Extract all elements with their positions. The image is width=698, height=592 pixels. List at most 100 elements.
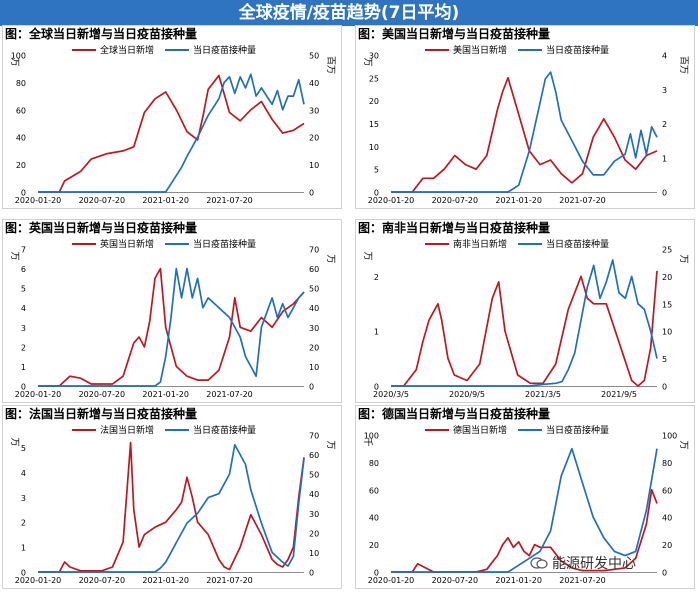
legend-entry: 当日疫苗接种量 (546, 44, 609, 56)
right-unit-label: 万 (325, 254, 335, 263)
left-tick-label: 0 (374, 569, 379, 578)
left-tick-label: 100 (11, 52, 26, 61)
left-unit-label: 千 (362, 437, 373, 446)
panel-frame (355, 25, 695, 209)
left-tick-label: 80 (16, 79, 26, 88)
x-tick-label: 2020-01-20 (368, 196, 415, 205)
left-tick-label: 5 (374, 166, 379, 175)
right-tick-label: 40 (309, 304, 319, 313)
right-tick-label: 60 (662, 486, 672, 495)
legend-entry: 全球当日新增 (100, 44, 154, 56)
left-tick-label: 5 (21, 444, 26, 453)
left-tick-label: 20 (369, 541, 379, 550)
right-tick-label: 10 (662, 328, 672, 337)
legend-entry: 当日疫苗接种量 (193, 424, 256, 436)
legend-entry: 当日疫苗接种量 (193, 44, 256, 56)
legend-entry: 德国当日新增 (453, 424, 507, 436)
right-tick-label: 5 (662, 355, 667, 364)
left-tick-label: 30 (369, 52, 379, 61)
right-tick-label: 70 (309, 432, 319, 441)
panel-frame (355, 219, 695, 403)
right-tick-label: 0 (662, 383, 667, 392)
left-tick-label: 2 (21, 519, 26, 528)
right-tick-label: 100 (662, 432, 677, 441)
series-line (38, 267, 305, 387)
right-tick-label: 0 (662, 569, 667, 578)
left-unit-label: 万 (362, 57, 372, 66)
right-unit-label: 万 (678, 440, 688, 449)
legend-entry: 英国当日新增 (100, 238, 154, 250)
x-tick-label: 2021-01-20 (495, 196, 542, 205)
right-tick-label: 15 (662, 300, 672, 309)
left-tick-label: 15 (369, 120, 379, 129)
left-tick-label: 6 (21, 265, 26, 274)
right-tick-label: 3 (662, 86, 667, 95)
x-tick-label: 2021-07-20 (206, 576, 253, 585)
x-tick-label: 2020/3/5 (373, 390, 409, 399)
germany-chart-panel: 图：德国当日新增与当日疫苗接种量 0 20 40 60 80 100 0 20 40 60 80 10… (355, 405, 695, 589)
right-tick-label: 50 (309, 285, 319, 294)
right-tick-label: 30 (309, 106, 319, 115)
page-title: 全球疫情/疫苗趋势(7日平均) (0, 0, 698, 26)
left-tick-label: 1 (21, 544, 26, 553)
right-tick-label: 20 (662, 273, 672, 282)
right-tick-label: 0 (309, 569, 314, 578)
series-line (38, 74, 305, 193)
series-line (391, 71, 658, 193)
right-tick-label: 60 (309, 451, 319, 460)
left-tick-label: 0 (21, 189, 26, 198)
right-tick-label: 50 (309, 52, 319, 61)
south-africa-chart-panel: 图：南非当日新增与当日疫苗接种量 0 1 2 0 5 10 15 20 25 万万 2020/3/5… (355, 219, 695, 403)
global-chart-panel: 图：全球当日新增与当日疫苗接种量 0 20 40 60 80 100 0 10 20 30 40 50… (2, 25, 342, 209)
x-tick-label: 2020-07-20 (432, 576, 479, 585)
wechat-icon (530, 557, 548, 569)
legend-entry: 法国当日新增 (100, 424, 154, 436)
left-tick-label: 40 (369, 514, 379, 523)
left-tick-label: 0 (21, 569, 26, 578)
x-tick-label: 2020-07-20 (79, 390, 126, 399)
chart-title: 图：美国当日新增与当日疫苗接种量 (358, 27, 551, 41)
left-tick-label: 5 (21, 285, 26, 294)
left-tick-label: 60 (369, 486, 379, 495)
panel-frame (2, 405, 342, 589)
global-chart: 0 20 40 60 80 100 0 10 20 30 40 50 万 百万 2020-01-20 2020… (2, 25, 342, 209)
left-tick-label: 100 (364, 432, 379, 441)
right-tick-label: 30 (309, 510, 319, 519)
chart-title: 图：德国当日新增与当日疫苗接种量 (358, 407, 551, 421)
right-tick-label: 25 (662, 246, 672, 255)
x-tick-label: 2020-01-20 (368, 576, 415, 585)
left-tick-label: 20 (369, 97, 379, 106)
series-line (38, 441, 305, 573)
legend-entry: 当日疫苗接种量 (546, 238, 609, 250)
x-tick-label: 2021-01-20 (142, 390, 189, 399)
chart-title: 图：英国当日新增与当日疫苗接种量 (5, 221, 198, 235)
legend-entry: 当日疫苗接种量 (193, 238, 256, 250)
left-tick-label: 1 (21, 363, 26, 372)
right-unit-label: 百万 (678, 56, 689, 74)
x-tick-label: 2021-07-20 (559, 576, 606, 585)
left-tick-label: 4 (21, 304, 26, 313)
series-line (38, 443, 305, 573)
series-line (391, 447, 658, 573)
left-tick-label: 1 (374, 328, 379, 337)
x-tick-label: 2020-01-20 (15, 390, 62, 399)
left-tick-label: 4 (21, 469, 26, 478)
panel-frame (2, 219, 342, 403)
x-tick-label: 2021-07-20 (559, 196, 606, 205)
left-unit-label: 万 (9, 57, 19, 66)
left-tick-label: 3 (21, 494, 26, 503)
x-tick-label: 2021-01-20 (495, 576, 542, 585)
x-tick-label: 2020/9/5 (449, 390, 485, 399)
x-tick-label: 2021-01-20 (142, 576, 189, 585)
right-unit-label: 百万 (325, 56, 336, 74)
right-tick-label: 4 (662, 52, 667, 61)
right-tick-label: 0 (309, 189, 314, 198)
left-tick-label: 80 (369, 459, 379, 468)
right-tick-label: 20 (309, 134, 319, 143)
left-tick-label: 7 (21, 246, 26, 255)
left-unit-label: 万 (9, 251, 19, 260)
series-line (38, 73, 305, 193)
